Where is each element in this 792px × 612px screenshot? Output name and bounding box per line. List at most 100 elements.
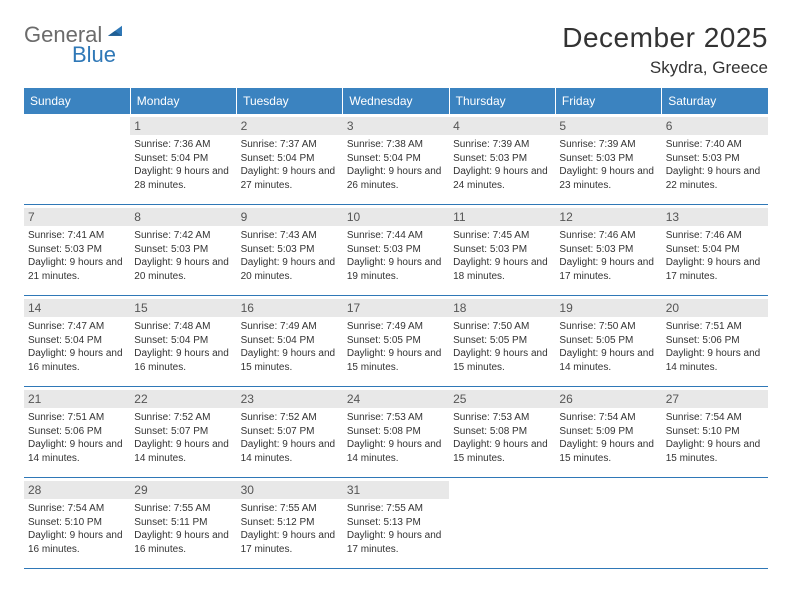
daylight-text: Daylight: 9 hours and 15 minutes. [241, 347, 339, 374]
sunrise-text: Sunrise: 7:51 AM [666, 320, 764, 334]
sunset-text: Sunset: 5:06 PM [666, 334, 764, 348]
sunrise-text: Sunrise: 7:53 AM [347, 411, 445, 425]
daylight-text: Daylight: 9 hours and 17 minutes. [241, 529, 339, 556]
daylight-text: Daylight: 9 hours and 14 minutes. [559, 347, 657, 374]
sunrise-text: Sunrise: 7:51 AM [28, 411, 126, 425]
day-number: 3 [343, 117, 449, 135]
day-sun-info: Sunrise: 7:37 AMSunset: 5:04 PMDaylight:… [241, 138, 339, 192]
calendar-day-cell: 5Sunrise: 7:39 AMSunset: 5:03 PMDaylight… [555, 114, 661, 205]
page-header: GeneralBlue December 2025 Skydra, Greece [24, 22, 768, 78]
day-number: 14 [24, 299, 130, 317]
sunrise-text: Sunrise: 7:40 AM [666, 138, 764, 152]
day-sun-info: Sunrise: 7:55 AMSunset: 5:13 PMDaylight:… [347, 502, 445, 556]
day-sun-info: Sunrise: 7:45 AMSunset: 5:03 PMDaylight:… [453, 229, 551, 283]
day-number: 7 [24, 208, 130, 226]
day-number: 5 [555, 117, 661, 135]
sunrise-text: Sunrise: 7:47 AM [28, 320, 126, 334]
location-subtitle: Skydra, Greece [562, 58, 768, 78]
sunrise-text: Sunrise: 7:55 AM [347, 502, 445, 516]
calendar-day-cell: 19Sunrise: 7:50 AMSunset: 5:05 PMDayligh… [555, 296, 661, 387]
brand-sail-icon [104, 25, 126, 43]
calendar-day-cell: 22Sunrise: 7:52 AMSunset: 5:07 PMDayligh… [130, 387, 236, 478]
calendar-day-cell: 4Sunrise: 7:39 AMSunset: 5:03 PMDaylight… [449, 114, 555, 205]
sunset-text: Sunset: 5:04 PM [347, 152, 445, 166]
month-title: December 2025 [562, 22, 768, 54]
calendar-day-cell: 25Sunrise: 7:53 AMSunset: 5:08 PMDayligh… [449, 387, 555, 478]
calendar-day-cell: 14Sunrise: 7:47 AMSunset: 5:04 PMDayligh… [24, 296, 130, 387]
day-sun-info: Sunrise: 7:50 AMSunset: 5:05 PMDaylight:… [453, 320, 551, 374]
sunrise-text: Sunrise: 7:48 AM [134, 320, 232, 334]
weekday-header: Thursday [449, 88, 555, 114]
calendar-day-cell: 15 Sunrise: 7:48 AMSunset: 5:04 PMDayligh… [130, 296, 236, 387]
calendar-day-cell: 20Sunrise: 7:51 AMSunset: 5:06 PMDayligh… [662, 296, 768, 387]
day-sun-info: Sunrise: 7:53 AMSunset: 5:08 PMDaylight:… [453, 411, 551, 465]
sunset-text: Sunset: 5:04 PM [134, 152, 232, 166]
sunrise-text: Sunrise: 7:55 AM [134, 502, 232, 516]
day-number: 23 [237, 390, 343, 408]
calendar-day-cell: 10 Sunrise: 7:44 AMSunset: 5:03 PMDayligh… [343, 205, 449, 296]
day-number: 17 [343, 299, 449, 317]
calendar-day-cell: 17Sunrise: 7:49 AMSunset: 5:05 PMDayligh… [343, 296, 449, 387]
daylight-text: Daylight: 9 hours and 22 minutes. [666, 165, 764, 192]
sunrise-text: Sunrise: 7:49 AM [241, 320, 339, 334]
sunset-text: Sunset: 5:13 PM [347, 516, 445, 530]
sunrise-text: Sunrise: 7:39 AM [453, 138, 551, 152]
calendar-week-row: 28Sunrise: 7:54 AMSunset: 5:10 PMDayligh… [24, 478, 768, 569]
day-sun-info: Sunrise: 7:46 AMSunset: 5:03 PMDaylight:… [559, 229, 657, 283]
day-sun-info: Sunrise: 7:44 AMSunset: 5:03 PMDaylight:… [347, 229, 445, 283]
day-sun-info: Sunrise: 7:40 AMSunset: 5:03 PMDaylight:… [666, 138, 764, 192]
calendar-day-cell: 8Sunrise: 7:42 AMSunset: 5:03 PMDaylight… [130, 205, 236, 296]
sunrise-text: Sunrise: 7:46 AM [666, 229, 764, 243]
daylight-text: Daylight: 9 hours and 16 minutes. [134, 529, 232, 556]
day-number: 10 [343, 208, 449, 226]
daylight-text: Daylight: 9 hours and 28 minutes. [134, 165, 232, 192]
daylight-text: Daylight: 9 hours and 27 minutes. [241, 165, 339, 192]
sunset-text: Sunset: 5:03 PM [453, 152, 551, 166]
sunset-text: Sunset: 5:03 PM [666, 152, 764, 166]
weekday-header: Monday [130, 88, 236, 114]
day-number: 24 [343, 390, 449, 408]
day-number: 6 [662, 117, 768, 135]
sunrise-text: Sunrise: 7:52 AM [134, 411, 232, 425]
day-number: 15 [130, 299, 236, 317]
sunrise-text: Sunrise: 7:53 AM [453, 411, 551, 425]
sunrise-text: Sunrise: 7:43 AM [241, 229, 339, 243]
sunset-text: Sunset: 5:03 PM [453, 243, 551, 257]
day-number: 2 [237, 117, 343, 135]
calendar-day-cell: 27Sunrise: 7:54 AMSunset: 5:10 PMDayligh… [662, 387, 768, 478]
sunrise-text: Sunrise: 7:38 AM [347, 138, 445, 152]
calendar-week-row: 14Sunrise: 7:47 AMSunset: 5:04 PMDayligh… [24, 296, 768, 387]
day-number: 22 [130, 390, 236, 408]
sunrise-text: Sunrise: 7:54 AM [28, 502, 126, 516]
weekday-header-row: Sunday Monday Tuesday Wednesday Thursday… [24, 88, 768, 114]
daylight-text: Daylight: 9 hours and 15 minutes. [559, 438, 657, 465]
daylight-text: Daylight: 9 hours and 15 minutes. [453, 438, 551, 465]
sunset-text: Sunset: 5:08 PM [347, 425, 445, 439]
calendar-day-cell: 31Sunrise: 7:55 AMSunset: 5:13 PMDayligh… [343, 478, 449, 569]
sunrise-text: Sunrise: 7:41 AM [28, 229, 126, 243]
sunset-text: Sunset: 5:05 PM [347, 334, 445, 348]
sunrise-text: Sunrise: 7:36 AM [134, 138, 232, 152]
day-number: 20 [662, 299, 768, 317]
sunrise-text: Sunrise: 7:52 AM [241, 411, 339, 425]
day-sun-info: Sunrise: 7:49 AMSunset: 5:04 PMDaylight:… [241, 320, 339, 374]
sunset-text: Sunset: 5:03 PM [347, 243, 445, 257]
brand-text-blue: Blue [72, 42, 126, 68]
day-sun-info: Sunrise: 7:41 AMSunset: 5:03 PMDaylight:… [28, 229, 126, 283]
day-sun-info: Sunrise: 7:42 AMSunset: 5:03 PMDaylight:… [134, 229, 232, 283]
daylight-text: Daylight: 9 hours and 14 minutes. [241, 438, 339, 465]
day-sun-info: Sunrise: 7:48 AMSunset: 5:04 PMDaylight:… [134, 320, 232, 374]
calendar-day-cell: 26Sunrise: 7:54 AMSunset: 5:09 PMDayligh… [555, 387, 661, 478]
day-number: 4 [449, 117, 555, 135]
day-number: 18 [449, 299, 555, 317]
calendar-day-cell: 1Sunrise: 7:36 AMSunset: 5:04 PMDaylight… [130, 114, 236, 205]
daylight-text: Daylight: 9 hours and 15 minutes. [666, 438, 764, 465]
day-sun-info: Sunrise: 7:53 AMSunset: 5:08 PMDaylight:… [347, 411, 445, 465]
sunset-text: Sunset: 5:04 PM [28, 334, 126, 348]
sunset-text: Sunset: 5:10 PM [28, 516, 126, 530]
calendar-day-cell: 2 Sunrise: 7:37 AMSunset: 5:04 PMDaylight… [237, 114, 343, 205]
sunset-text: Sunset: 5:04 PM [134, 334, 232, 348]
calendar-day-cell: 11Sunrise: 7:45 AMSunset: 5:03 PMDayligh… [449, 205, 555, 296]
day-number: 26 [555, 390, 661, 408]
day-number: 12 [555, 208, 661, 226]
